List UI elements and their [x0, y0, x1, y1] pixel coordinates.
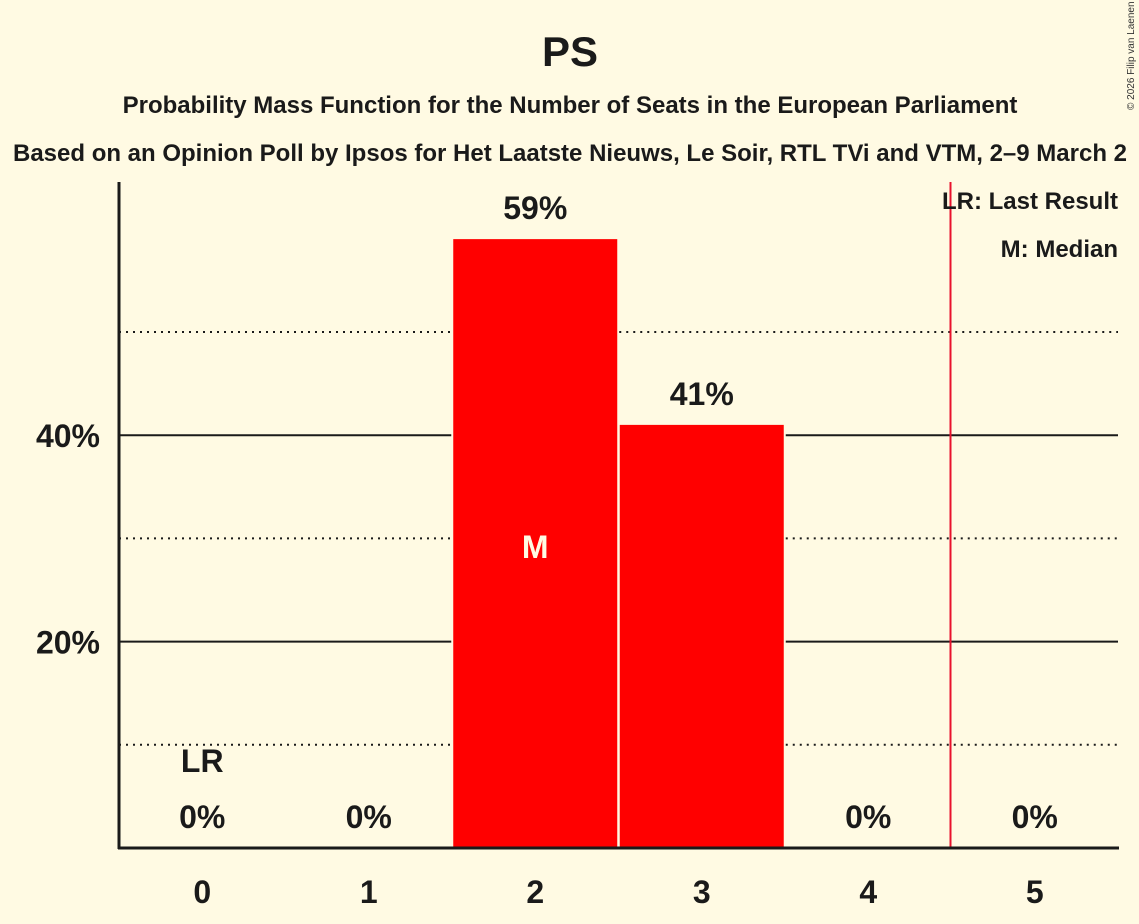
chart-subtitle: Probability Mass Function for the Number…: [123, 92, 1018, 119]
bars: M: [453, 239, 784, 848]
x-tick-label: 2: [526, 874, 544, 910]
x-tick-labels: 0 1 2 3 4 5: [193, 874, 1043, 910]
x-tick-label: 5: [1026, 874, 1044, 910]
bar-value-label: 41%: [670, 376, 734, 412]
legend-median: M: Median: [1001, 236, 1118, 263]
bar-value-labels: 0% 0% 59% 41% 0% 0% LR: [179, 190, 1058, 835]
x-tick-label: 4: [859, 874, 877, 910]
last-result-marker: LR: [181, 743, 224, 779]
median-marker: M: [522, 529, 549, 565]
x-tick-label: 0: [193, 874, 211, 910]
x-tick-label: 3: [693, 874, 711, 910]
y-tick-label: 40%: [36, 418, 100, 454]
legend-last-result: LR: Last Result: [942, 188, 1118, 215]
y-tick-label: 20%: [36, 625, 100, 661]
bar-value-label: 0%: [346, 799, 392, 835]
chart-title: PS: [542, 28, 598, 75]
bar-value-label: 0%: [845, 799, 891, 835]
bar-value-label: 0%: [179, 799, 225, 835]
chart-subsubtitle: Based on an Opinion Poll by Ipsos for He…: [13, 140, 1127, 167]
bar-seats-2: [453, 239, 618, 848]
bar-value-label: 0%: [1012, 799, 1058, 835]
bar-value-label: 59%: [503, 190, 567, 226]
bar-seats-3: [619, 424, 784, 848]
x-tick-label: 1: [360, 874, 378, 910]
copyright-notice: © 2026 Filip van Laenen: [1126, 1, 1137, 110]
gridlines: [119, 331, 1118, 746]
y-tick-labels: 20% 40%: [36, 418, 100, 660]
